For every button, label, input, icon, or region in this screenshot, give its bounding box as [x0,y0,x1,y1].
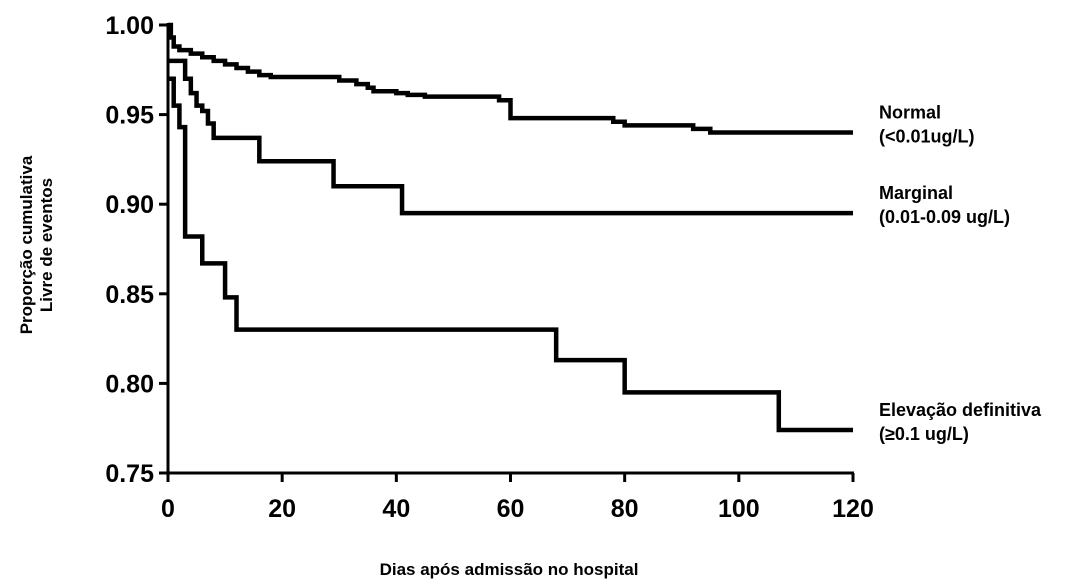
x-tick-label: 100 [718,495,760,523]
series-label-elevacao-definitiva-line-1: Elevação definitiva [879,400,1042,420]
y-axis-title: Proporção cumulativa Livre de eventos [17,155,56,334]
x-tick-label: 40 [382,495,410,523]
x-tick-label: 60 [497,495,525,523]
series-label-marginal-line-2: (0.01-0.09 ug/L) [879,207,1010,227]
series-label-normal-line-1: Normal [879,103,941,123]
axes [166,23,854,475]
series-label-elevacao-definitiva-line-2: (≥0.1 ug/L) [879,424,969,444]
x-ticks: 0 20 40 60 80 100 120 [161,473,874,523]
x-axis-title: Dias após admissão no hospital [380,560,639,579]
series-label-normal-line-2: (<0.01ug/L) [879,127,975,147]
series-line-marginal [168,58,853,216]
series-labels: Normal (<0.01ug/L) Marginal (0.01-0.09 ug/L… [879,103,1042,444]
y-tick-label: 1.00 [105,12,154,40]
y-tick-label: 0.90 [105,191,154,219]
y-tick-label: 0.75 [105,460,154,488]
y-axis-title-line-1: Proporção cumulativa [17,155,36,334]
series-line-elevacao-definitiva [168,76,853,433]
x-tick-label: 20 [268,495,296,523]
series-line-normal [168,22,853,135]
series-group [168,22,853,433]
y-tick-label: 0.85 [105,281,154,309]
series-label-marginal-line-1: Marginal [879,183,953,203]
y-tick-label: 0.80 [105,370,154,398]
x-tick-label: 80 [611,495,639,523]
x-tick-label: 0 [161,495,175,523]
y-ticks: 1.00 0.95 0.90 0.85 0.80 0.75 [105,12,168,488]
x-tick-label: 120 [832,495,874,523]
y-tick-label: 0.95 [105,102,154,130]
y-axis-title-line-2: Livre de eventos [37,178,56,312]
